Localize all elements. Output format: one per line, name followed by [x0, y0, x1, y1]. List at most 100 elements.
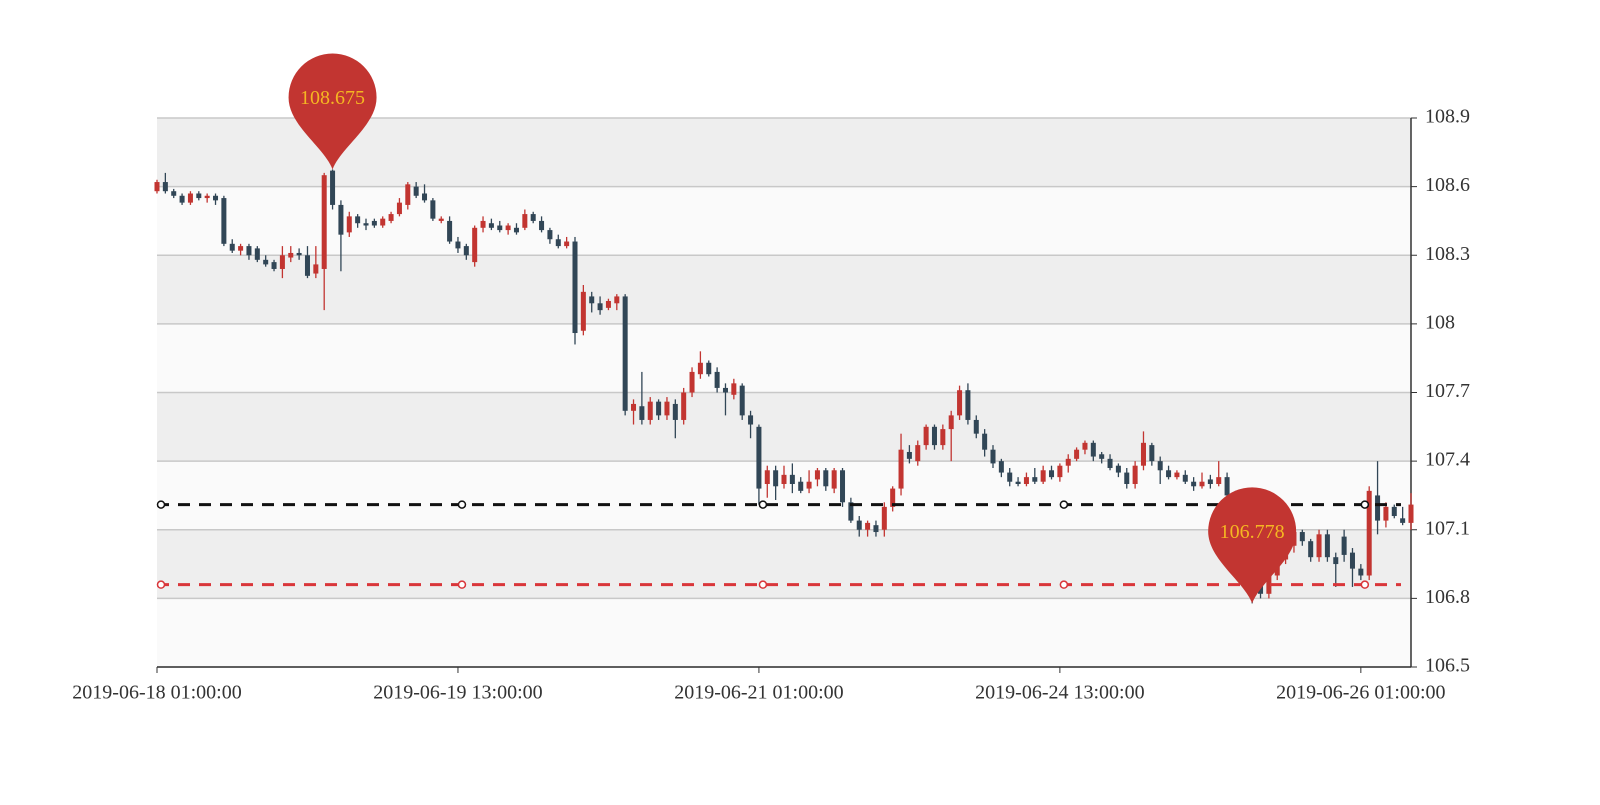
candle-body [1316, 534, 1322, 558]
candle-body [1007, 472, 1013, 482]
candle-body [923, 426, 929, 446]
candle-body [488, 223, 494, 228]
candle-body [840, 470, 846, 503]
candle-body [931, 426, 937, 446]
candle-body [1174, 472, 1180, 478]
candle-body [338, 204, 344, 235]
candle-body [756, 426, 762, 489]
mark-pin [288, 53, 377, 170]
candle-body [748, 415, 754, 425]
candle-body [1308, 541, 1314, 558]
candle-body [856, 520, 862, 530]
candle-body [1090, 442, 1096, 457]
candle-body [1157, 461, 1163, 471]
grid-band [157, 392, 1411, 462]
candle-body [647, 401, 653, 420]
y-tick-label: 108.3 [1425, 243, 1470, 265]
x-tick-label: 2019-06-24 13:00:00 [975, 682, 1144, 704]
candle-body [388, 214, 394, 221]
mark-line-point [758, 580, 768, 589]
candle-body [890, 488, 896, 507]
candle-body [1015, 481, 1021, 484]
candle-body [380, 218, 386, 226]
mark-line-point [156, 500, 166, 509]
candle-body [940, 429, 946, 446]
candle-body [1333, 557, 1339, 565]
y-tick-label: 106.5 [1425, 655, 1470, 677]
candle-body [271, 262, 277, 269]
candle-body [1032, 477, 1038, 482]
candle-body [1115, 465, 1121, 473]
candle-body [221, 198, 227, 244]
candle-body [580, 291, 586, 331]
candle-body [346, 216, 352, 233]
mark-line-point [457, 500, 467, 509]
candle-body [1341, 536, 1347, 555]
candle-body [773, 470, 779, 487]
candle-body [472, 227, 478, 263]
candle-body [957, 390, 963, 416]
candle-body [1182, 474, 1188, 482]
candle-body [1149, 445, 1155, 462]
candle-body [371, 220, 377, 226]
x-tick-label: 2019-06-21 01:00:00 [674, 682, 843, 704]
candle-body [915, 445, 921, 462]
y-tick-label: 106.8 [1425, 586, 1470, 608]
candle-body [706, 362, 712, 375]
candle-body [204, 195, 210, 199]
grid-band [157, 529, 1411, 599]
candle-body [898, 449, 904, 489]
candle-body [1166, 470, 1172, 478]
candle-body [973, 419, 979, 434]
candle-body [614, 296, 620, 304]
candle-body [405, 184, 411, 205]
candle-body [313, 264, 319, 274]
candle-body [1375, 495, 1381, 521]
candle-body [589, 296, 595, 304]
candle-body [263, 259, 269, 265]
candle-body [881, 506, 887, 530]
candle-body [1099, 454, 1105, 459]
candle-body [1266, 575, 1272, 594]
candle-body [1065, 458, 1071, 466]
candle-body [288, 252, 294, 258]
y-tick-label: 108.9 [1425, 106, 1470, 128]
candle-body [873, 525, 879, 533]
y-tick-label: 107.7 [1425, 380, 1470, 402]
candle-body [1140, 442, 1146, 466]
candle-body [1349, 552, 1355, 569]
candle-body [948, 415, 954, 430]
candle-body [714, 371, 720, 388]
candle-body [246, 246, 252, 256]
y-tick-label: 107.4 [1425, 449, 1470, 471]
grid-band [157, 598, 1411, 667]
candle-body [1199, 481, 1205, 487]
candle-body [1074, 449, 1080, 459]
candle-body [597, 303, 603, 311]
candle-body [497, 225, 503, 231]
candle-body [330, 170, 336, 205]
candle-body [739, 385, 745, 416]
x-tick-label: 2019-06-19 13:00:00 [373, 682, 542, 704]
candle-body [798, 481, 804, 491]
candle-body [296, 252, 302, 256]
mark-line-point [1360, 580, 1370, 589]
candle-body [238, 246, 244, 251]
candle-body [1408, 504, 1414, 523]
mark-line-point [758, 500, 768, 509]
candle-body [513, 227, 519, 233]
mark-line-point [1360, 500, 1370, 509]
candle-body [564, 241, 570, 247]
grid-band [157, 323, 1411, 393]
candle-body [1191, 481, 1197, 487]
x-tick-label: 2019-06-26 01:00:00 [1276, 682, 1445, 704]
candle-body [1216, 477, 1222, 484]
candle-body [430, 200, 436, 219]
candle-body [363, 223, 369, 226]
candle-body [162, 182, 168, 192]
candle-body [1400, 518, 1406, 523]
candle-body [622, 296, 628, 411]
candle-body [998, 461, 1004, 473]
candle-body [480, 220, 486, 228]
candle-body [455, 241, 461, 249]
